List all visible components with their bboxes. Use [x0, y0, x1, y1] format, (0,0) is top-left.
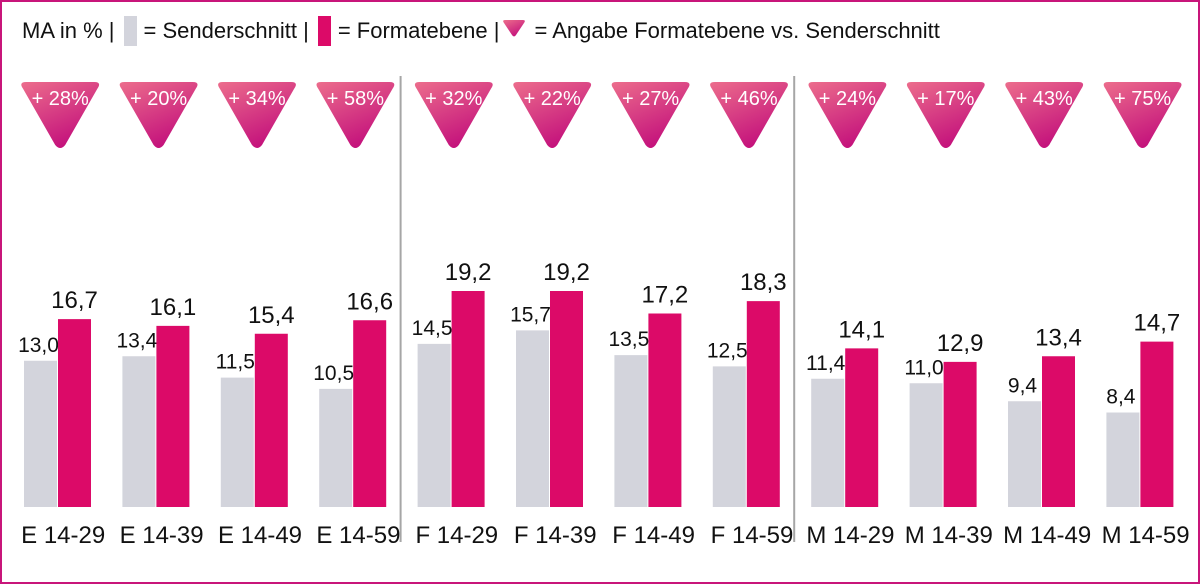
bar-formatebene [58, 319, 91, 507]
category-label: M 14-59 [1102, 522, 1190, 549]
difference-badge-label: + 43% [1016, 88, 1073, 110]
value-label-senderschnitt: 13,4 [116, 329, 157, 352]
value-label-formatebene: 16,7 [51, 287, 98, 314]
difference-badge-label: + 20% [130, 88, 187, 110]
bar-senderschnitt [614, 355, 648, 507]
category-label: E 14-39 [120, 522, 204, 549]
bar-formatebene [845, 348, 879, 507]
bar-formatebene [943, 361, 977, 507]
bar-senderschnitt [1008, 401, 1041, 507]
category-label: E 14-49 [218, 522, 302, 549]
bar-senderschnitt [712, 366, 746, 507]
bar-formatebene [451, 291, 485, 507]
value-label-formatebene: 19,2 [445, 259, 492, 286]
value-label-senderschnitt: 8,4 [1106, 386, 1136, 409]
category-label: F 14-59 [711, 522, 794, 549]
category-label: E 14-59 [316, 522, 400, 549]
legend-difference-label: = Angabe Formatebene vs. Senderschnitt [534, 18, 940, 43]
difference-badge-label: + 32% [425, 88, 482, 110]
difference-badge-label: + 46% [720, 88, 777, 110]
bar-senderschnitt [220, 377, 254, 507]
value-label-senderschnitt: 13,5 [608, 328, 649, 351]
value-label-senderschnitt: 10,5 [313, 362, 354, 385]
bar-senderschnitt [909, 383, 943, 507]
difference-badge-label: + 17% [917, 88, 974, 110]
difference-badge [21, 82, 100, 148]
legend-triangle-icon [501, 17, 527, 45]
bar-formatebene [1042, 356, 1075, 507]
bar-senderschnitt [1106, 412, 1140, 507]
difference-badge [710, 82, 788, 148]
difference-badge [414, 82, 493, 148]
category-label: F 14-29 [415, 522, 498, 549]
bar-senderschnitt [417, 343, 451, 507]
difference-badge-label: + 22% [524, 88, 581, 110]
bar-senderschnitt [811, 378, 845, 507]
bar-senderschnitt [24, 360, 57, 507]
bar-formatebene [156, 325, 190, 507]
category-label: M 14-49 [1003, 522, 1091, 549]
legend: MA in % | = Senderschnitt | = Formateben… [22, 14, 940, 48]
legend-swatch-senderschnitt [123, 16, 137, 46]
value-label-senderschnitt: 12,5 [707, 339, 748, 362]
difference-badge [218, 82, 296, 148]
difference-badge [316, 82, 395, 148]
value-label-senderschnitt: 13,0 [18, 334, 59, 357]
legend-formatebene-label: = Formatebene | [337, 18, 500, 43]
category-label: E 14-29 [21, 522, 105, 549]
legend-senderschnitt-label: = Senderschnitt | [143, 18, 309, 43]
bar-formatebene [353, 320, 387, 507]
difference-badge [119, 82, 198, 148]
bar-formatebene [1140, 341, 1174, 507]
value-label-formatebene: 19,2 [543, 259, 590, 286]
difference-badge-label: + 27% [622, 88, 679, 110]
value-label-senderschnitt: 11,4 [806, 352, 846, 375]
value-label-formatebene: 12,9 [937, 330, 984, 357]
category-label: M 14-39 [905, 522, 993, 549]
category-label: M 14-29 [806, 522, 894, 549]
value-label-formatebene: 17,2 [642, 282, 689, 309]
bar-senderschnitt [319, 388, 353, 507]
bar-senderschnitt [516, 330, 549, 507]
value-label-formatebene: 16,6 [346, 288, 393, 315]
legend-unit-label: MA in % | [22, 18, 115, 43]
value-label-senderschnitt: 11,5 [216, 351, 255, 374]
difference-badge [808, 82, 887, 148]
category-label: F 14-39 [514, 522, 597, 549]
value-label-senderschnitt: 9,4 [1008, 374, 1038, 397]
value-label-senderschnitt: 14,5 [412, 317, 453, 340]
difference-badge [513, 82, 592, 148]
value-label-senderschnitt: 11,0 [904, 356, 943, 379]
category-label: F 14-49 [612, 522, 695, 549]
difference-badge-label: + 58% [327, 88, 384, 110]
legend-swatch-formatebene [317, 16, 331, 46]
value-label-formatebene: 13,4 [1035, 324, 1082, 351]
bar-formatebene [550, 291, 583, 507]
difference-badge [611, 82, 690, 148]
bar-formatebene [648, 313, 682, 507]
difference-badge-label: + 24% [819, 88, 876, 110]
value-label-formatebene: 14,1 [838, 316, 885, 343]
value-label-formatebene: 15,4 [248, 302, 295, 329]
value-label-formatebene: 14,7 [1134, 310, 1181, 337]
difference-badge [1005, 82, 1084, 148]
bar-formatebene [254, 333, 288, 507]
difference-badge-label: + 75% [1114, 88, 1171, 110]
value-label-formatebene: 16,1 [150, 294, 197, 321]
difference-badge [1103, 82, 1182, 148]
value-label-senderschnitt: 15,7 [510, 303, 551, 326]
bar-senderschnitt [122, 356, 156, 507]
value-label-formatebene: 18,3 [740, 269, 787, 296]
bar-formatebene [746, 301, 780, 507]
difference-badge [906, 82, 985, 148]
difference-badge-label: + 34% [228, 88, 285, 110]
difference-badge-label: + 28% [32, 88, 89, 110]
